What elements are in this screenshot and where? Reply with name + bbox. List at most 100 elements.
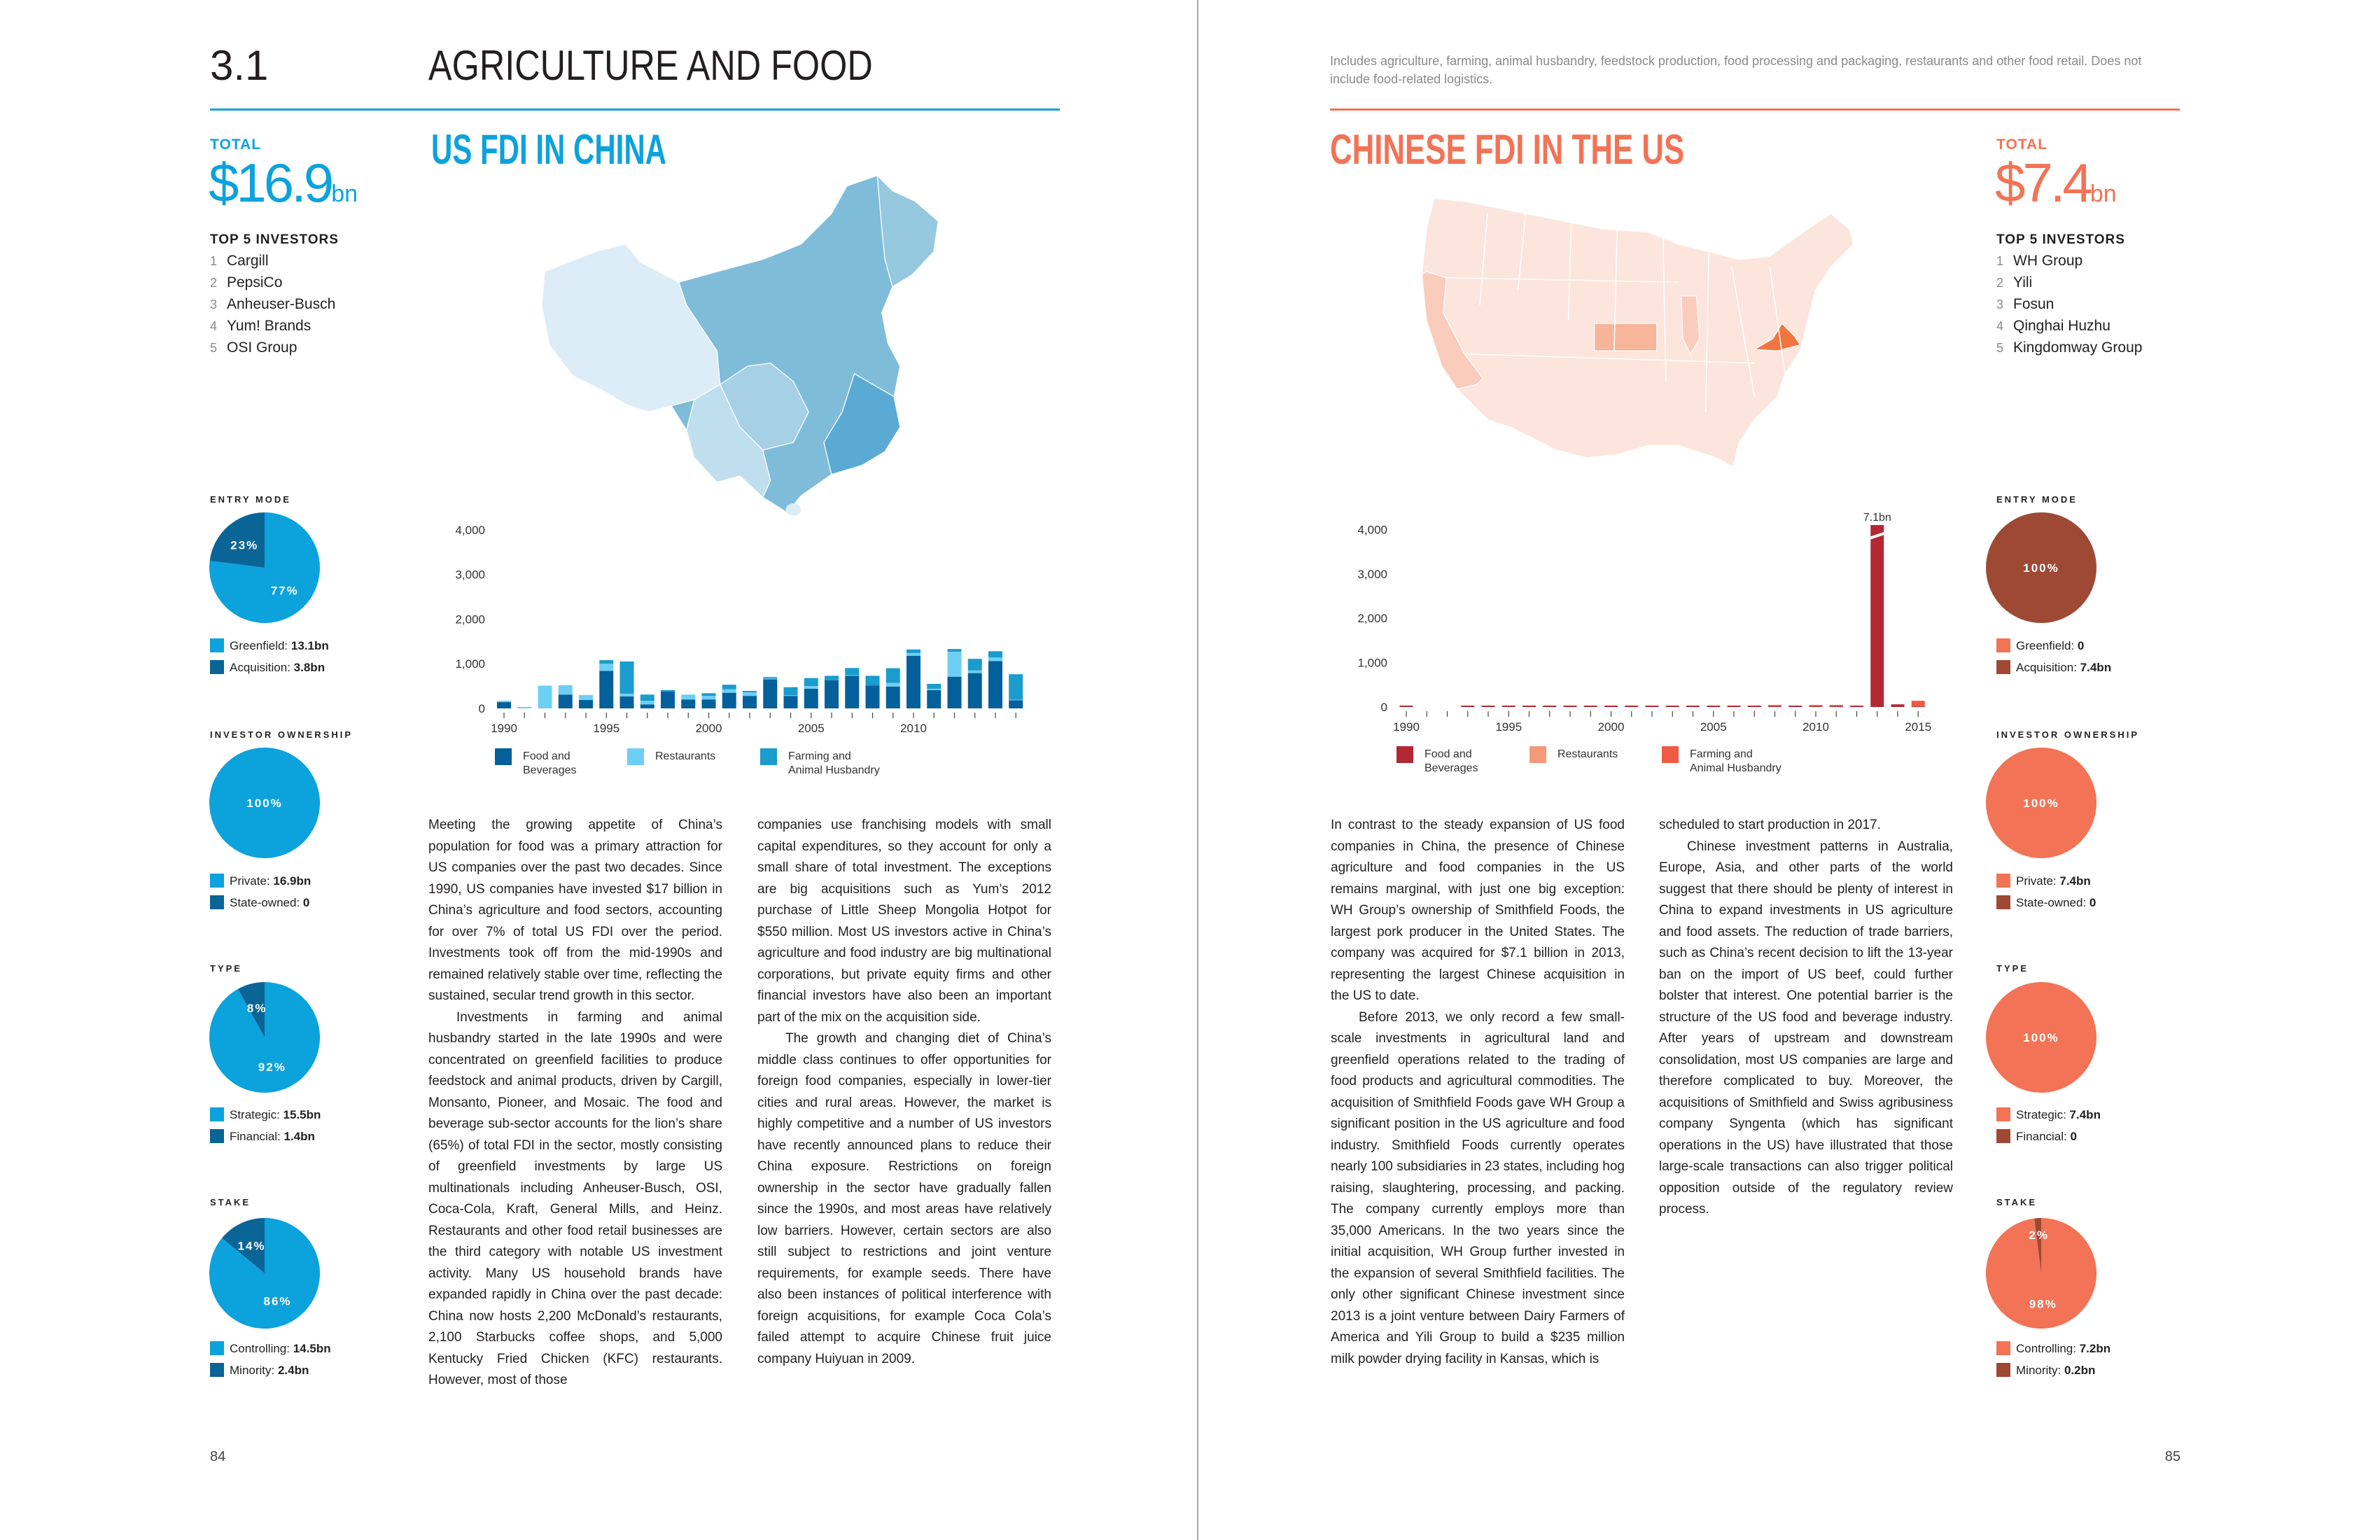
state-illinois <box>1681 295 1700 356</box>
total-value: $16.9bn <box>209 155 358 210</box>
investor-name: Qinghai Huzhu <box>2013 318 2110 334</box>
legend-value: 1.4bn <box>284 1130 315 1143</box>
bar-farming-and-animal-husbandry <box>967 659 982 671</box>
pie-slice-acquisition <box>1986 512 2096 623</box>
legend-swatch <box>1996 895 2010 909</box>
investor-name: PepsiCo <box>227 274 283 290</box>
header-rule-blue <box>210 108 1060 111</box>
pie-percent-label: 2% <box>2029 1228 2049 1242</box>
investor-item: 3 Anheuser-Busch <box>210 295 335 317</box>
bar-food-and-beverages <box>620 696 634 708</box>
bar-food-and-beverages <box>783 696 798 708</box>
legend-label: Restaurants <box>1558 748 1618 760</box>
bar-food-and-beverages <box>1563 706 1577 707</box>
y-tick-label: 3,000 <box>1357 568 1387 581</box>
bar-food-and-beverages <box>845 676 860 708</box>
bar-food-and-beverages <box>927 690 941 708</box>
legend-swatch <box>1996 1341 2010 1355</box>
pie-legend-item: State-owned: 0 <box>1996 895 2096 917</box>
legend-label: State-owned: <box>230 896 303 909</box>
bar-farming-and-animal-husbandry <box>620 662 634 694</box>
x-tick-label: 1990 <box>491 722 517 735</box>
bar-food-and-beverages <box>1686 706 1700 707</box>
bar-farming-and-animal-husbandry <box>1829 705 1843 707</box>
investor-rank: 5 <box>210 341 218 355</box>
pie-slice-financial <box>237 982 265 1037</box>
bar-food-and-beverages <box>906 655 920 708</box>
legend-swatch <box>627 748 644 765</box>
legend-value: 2.4bn <box>277 1364 309 1377</box>
legend-swatch <box>210 895 224 909</box>
bar-food-and-beverages <box>947 676 962 708</box>
pie-percent-label: 86% <box>263 1294 291 1308</box>
bar-restaurants <box>886 682 900 687</box>
investor-item: 2 Yili <box>1996 274 2142 295</box>
pie-legend-item: Acquisition: 3.8bn <box>210 660 325 682</box>
bar-farming-and-animal-husbandry <box>988 651 1002 658</box>
legend-label: Greenfield: <box>2016 639 2078 652</box>
investor-name: Cargill <box>227 253 269 269</box>
pie-percent-label: 14% <box>237 1240 265 1253</box>
top-investors-list: 1 WH Group 2 Yili 3 Fosun 4 Qinghai Huzhu 5 Kingd… <box>1996 252 2142 360</box>
china-northeast-region <box>876 174 939 288</box>
bar-food-and-beverages <box>886 686 900 708</box>
bar-food-and-beverages <box>1788 706 1802 707</box>
state-kansas <box>1593 323 1658 351</box>
investor-name: Anheuser-Busch <box>227 296 336 312</box>
investor-rank: 2 <box>210 276 218 290</box>
investor-item: 4 Yum! Brands <box>210 317 335 339</box>
pie-chart: 77% 23% <box>209 512 320 623</box>
bar-food-and-beverages <box>661 691 675 708</box>
page-number-right: 85 <box>2164 1449 2180 1464</box>
bar-food-and-beverages <box>763 679 778 708</box>
pie-slice-minority <box>222 1218 265 1273</box>
bar-farming-and-animal-husbandry <box>927 683 941 689</box>
total-unit: bn <box>331 181 358 207</box>
bar-food-and-beverages <box>1481 706 1495 707</box>
legend-swatch <box>1530 746 1546 763</box>
legend-swatch <box>210 638 224 652</box>
top-investors-label: TOP 5 INVESTORS <box>210 232 339 247</box>
pie-title: ENTRY MODE <box>210 494 291 505</box>
y-tick-label: 1,000 <box>455 657 485 671</box>
legend-swatch <box>210 660 224 674</box>
bar-food-and-beverages <box>988 661 1002 708</box>
legend-value: 13.1bn <box>290 639 329 652</box>
us-choropleth-map <box>1421 197 1854 468</box>
us-outline <box>1421 197 1854 468</box>
pie-title: TYPE <box>1996 963 2029 974</box>
chinese-fdi-in-us-heading: CHINESE FDI IN THE US <box>1330 126 1685 173</box>
pie-chart: 86% 14% <box>209 1218 320 1329</box>
pie-chart: 100% <box>1986 512 2096 623</box>
investor-item: 5 Kingdomway Group <box>1996 339 2142 360</box>
bar-restaurants <box>681 694 696 700</box>
investor-rank: 4 <box>210 319 218 333</box>
bar-food-and-beverages <box>1707 706 1721 707</box>
bar-food-and-beverages <box>967 673 982 708</box>
bar-farming-and-animal-husbandry <box>1911 701 1925 707</box>
bar-restaurants <box>988 657 1002 662</box>
y-tick-label: 1,000 <box>1357 657 1387 670</box>
body-column-2: companies use franchising models with sm… <box>757 815 1051 1370</box>
bar-food-and-beverages <box>865 685 880 708</box>
investor-rank: 3 <box>210 298 218 312</box>
body-paragraph: scheduled to start production in 2017. <box>1659 818 1881 832</box>
bar-farming-and-animal-husbandry <box>865 676 880 686</box>
bar-restaurants <box>722 689 736 693</box>
legend-label: Farming and <box>1690 748 1753 760</box>
chinese-fdi-us-bar-chart: 0 1,000 2,000 3,000 4,000 7.1bn 1990 1995 2000 20… <box>1357 512 1931 774</box>
legend-swatch <box>1996 1107 2010 1121</box>
pie-legend-item: Controlling: 7.2bn <box>1996 1341 2110 1363</box>
pie-title: ENTRY MODE <box>1996 494 2078 505</box>
china-southwest-region <box>686 384 771 498</box>
section-number: 3.1 <box>210 42 269 89</box>
legend-value: 0 <box>2077 639 2085 652</box>
bar-annotation: 7.1bn <box>1863 512 1891 524</box>
bar-restaurants <box>763 678 778 680</box>
legend-value: 16.9bn <box>273 874 312 888</box>
bar-food-and-beverages <box>701 699 716 708</box>
pie-title: STAKE <box>210 1197 251 1208</box>
bar-farming-and-animal-husbandry <box>886 668 900 683</box>
legend-label: Minority: <box>230 1364 278 1377</box>
bar-food-and-beverages <box>1543 706 1557 707</box>
